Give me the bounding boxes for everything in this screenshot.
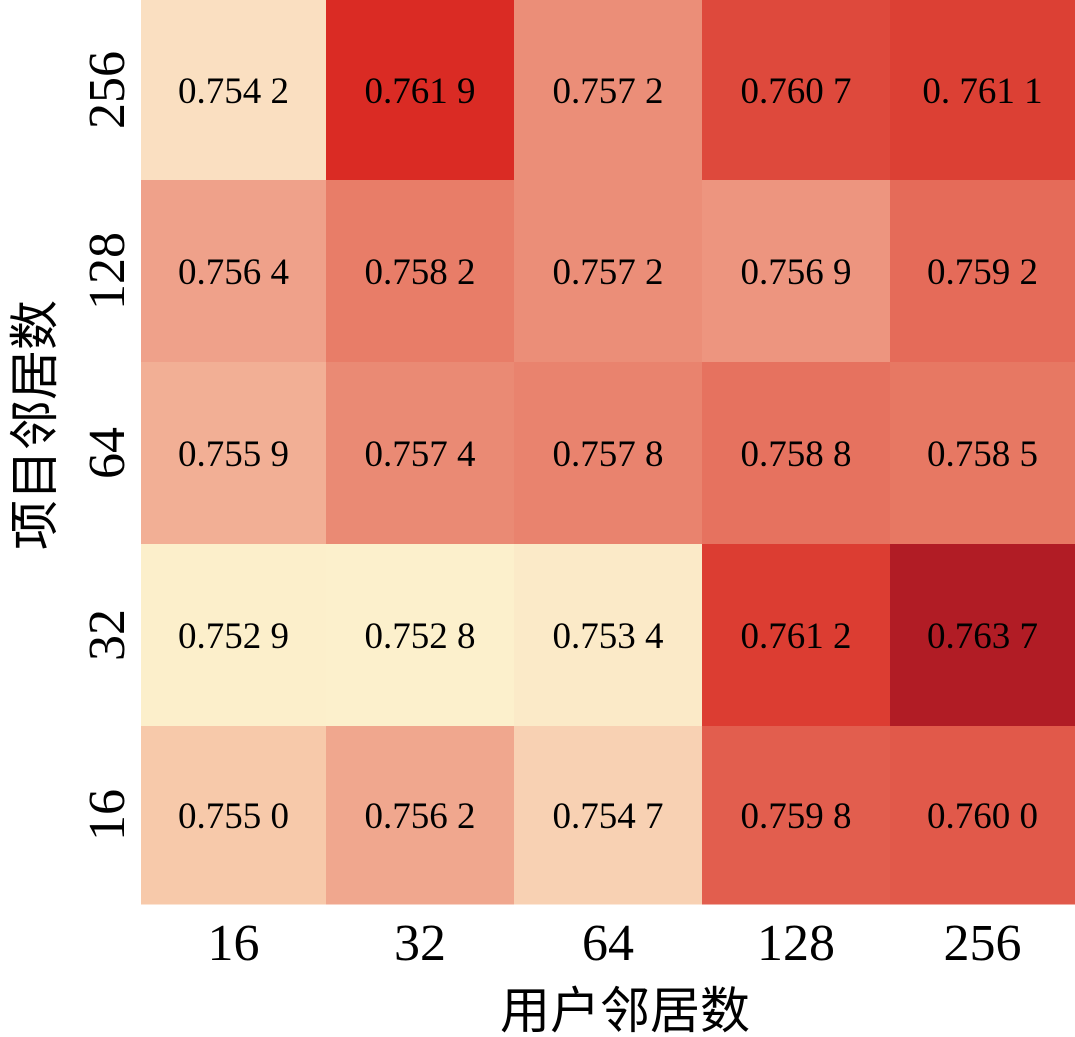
heatmap-cell-r3-c2 — [514, 544, 703, 727]
heatmap-cell-r4-c4 — [890, 726, 1075, 905]
cell-label-r0-c3: 0.760 7 — [741, 71, 852, 112]
x-tick-label-128: 128 — [757, 915, 835, 972]
heatmap-cell-r2-c0 — [141, 362, 327, 545]
cell-label-r4-c4: 0.760 0 — [927, 796, 1038, 837]
cell-label-r1-c3: 0.756 9 — [741, 252, 852, 293]
cell-label-r1-c2: 0.757 2 — [553, 252, 664, 293]
heatmap-cell-r3-c1 — [326, 544, 515, 727]
heatmap-cell-r2-c2 — [514, 362, 703, 545]
heatmap-cell-r4-c1 — [326, 726, 515, 905]
cell-label-r0-c4: 0. 761 1 — [922, 71, 1042, 112]
heatmap-cell-r1-c4 — [890, 180, 1075, 363]
heatmap-cell-r2-c3 — [702, 362, 891, 545]
cell-label-r3-c2: 0.753 4 — [553, 616, 664, 657]
y-tick-label-256: 256 — [79, 51, 136, 129]
cell-label-r3-c1: 0.752 8 — [365, 616, 476, 657]
cell-label-r0-c2: 0.757 2 — [553, 71, 664, 112]
cell-label-r2-c2: 0.757 8 — [553, 434, 664, 475]
heatmap-cell-r1-c3 — [702, 180, 891, 363]
cell-label-r3-c4: 0.763 7 — [927, 616, 1038, 657]
heatmap-cells — [141, 0, 1075, 905]
heatmap-cell-r0-c3 — [702, 0, 891, 181]
y-axis-title: 项目邻居数 — [6, 300, 64, 550]
y-tick-label-64: 64 — [79, 427, 136, 479]
heatmap-cell-r0-c4 — [890, 0, 1075, 181]
heatmap-cell-r2-c4 — [890, 362, 1075, 545]
heatmap-cell-r0-c1 — [326, 0, 515, 181]
cell-label-r3-c0: 0.752 9 — [178, 616, 289, 657]
cell-label-r1-c4: 0.759 2 — [927, 252, 1038, 293]
cell-label-r4-c1: 0.756 2 — [365, 796, 476, 837]
heatmap-cell-r0-c0 — [141, 0, 327, 181]
cell-label-r3-c3: 0.761 2 — [741, 616, 852, 657]
cell-label-r4-c0: 0.755 0 — [178, 796, 289, 837]
cell-label-r2-c1: 0.757 4 — [365, 434, 476, 475]
heatmap-cell-r4-c2 — [514, 726, 703, 905]
x-tick-label-64: 64 — [582, 915, 634, 972]
y-tick-label-128: 128 — [79, 232, 136, 310]
x-tick-label-256: 256 — [944, 915, 1022, 972]
heatmap-cell-r0-c2 — [514, 0, 703, 181]
heatmap-cell-r3-c0 — [141, 544, 327, 727]
cell-label-r4-c3: 0.759 8 — [741, 796, 852, 837]
y-tick-labels: 256 128 64 32 16 — [79, 51, 136, 841]
heatmap-cell-r1-c1 — [326, 180, 515, 363]
cell-labels: 0.754 2 0.761 9 0.757 2 0.760 7 0. 761 1 0.75… — [178, 71, 1043, 837]
cell-label-r2-c3: 0.758 8 — [741, 434, 852, 475]
y-tick-label-16: 16 — [79, 789, 136, 841]
x-tick-labels: 16 32 64 128 256 — [208, 915, 1022, 972]
cell-label-r0-c1: 0.761 9 — [365, 71, 476, 112]
heatmap-cell-r3-c3 — [702, 544, 891, 727]
heatmap-cell-r1-c2 — [514, 180, 703, 363]
x-tick-label-32: 32 — [394, 915, 446, 972]
x-axis-title: 用户邻居数 — [500, 982, 750, 1037]
heatmap-cell-r4-c3 — [702, 726, 891, 905]
cell-label-r1-c0: 0.756 4 — [178, 252, 289, 293]
y-tick-label-32: 32 — [79, 609, 136, 661]
cell-label-r2-c0: 0.755 9 — [178, 434, 289, 475]
heatmap-cell-r1-c0 — [141, 180, 327, 363]
x-tick-label-16: 16 — [208, 915, 260, 972]
cell-label-r1-c1: 0.758 2 — [365, 252, 476, 293]
heatmap-cell-r3-c4 — [890, 544, 1075, 727]
cell-label-r4-c2: 0.754 7 — [553, 796, 664, 837]
heatmap-cell-r2-c1 — [326, 362, 515, 545]
cell-label-r0-c0: 0.754 2 — [178, 71, 289, 112]
heatmap-cell-r4-c0 — [141, 726, 327, 905]
cell-label-r2-c4: 0.758 5 — [927, 434, 1038, 475]
